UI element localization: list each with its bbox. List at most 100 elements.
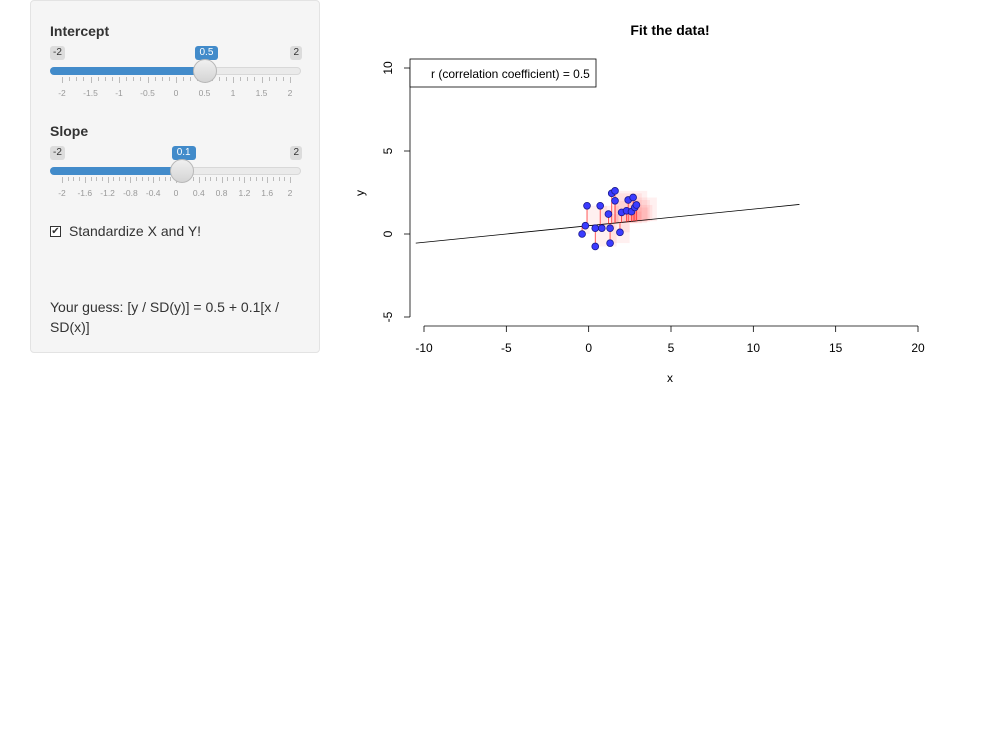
- y-tick-label: 5: [381, 147, 395, 154]
- intercept-tick: [225, 77, 227, 81]
- x-tick-label: -5: [501, 341, 512, 355]
- intercept-tick: [247, 77, 249, 81]
- intercept-tick: [240, 77, 242, 81]
- slope-tick: [233, 177, 234, 181]
- legend: r (correlation coefficient) = 0.5: [409, 58, 597, 88]
- slope-tick: [170, 177, 172, 181]
- slope-tick: [79, 177, 81, 181]
- intercept-tick: [133, 77, 135, 81]
- slope-tick: [164, 177, 166, 181]
- intercept-slider[interactable]: -2 2 0.5 -2 -1.5 -1 -0.5 0 0.5 1 1.5 2: [50, 46, 302, 138]
- slope-tick: [124, 177, 126, 181]
- slope-tick: [267, 177, 269, 183]
- intercept-tick: [119, 77, 120, 83]
- data-point: [591, 224, 600, 232]
- intercept-tick: [268, 77, 270, 81]
- residual-square: [582, 226, 590, 234]
- slope-tick: [250, 177, 252, 181]
- data-points: [578, 187, 641, 251]
- intercept-tick: [69, 77, 71, 81]
- sidebar-panel: Intercept -2 2 0.5 -2 -1.5 -1 -0.5 0 0.5 1 1.5 2…: [30, 0, 320, 353]
- slope-tick: [153, 177, 155, 183]
- residual-square: [636, 204, 653, 221]
- intercept-tick: [62, 77, 63, 83]
- intercept-tick-label: -0.5: [140, 88, 155, 98]
- slope-tick-label: -1.6: [77, 188, 93, 198]
- residual-square: [626, 210, 638, 222]
- intercept-tick: [97, 77, 99, 81]
- intercept-tick-label: -1: [115, 88, 123, 98]
- data-point: [591, 242, 600, 251]
- slope-tick-label: -0.4: [145, 188, 161, 198]
- slope-tick: [284, 177, 286, 181]
- slope-tick-label: -0.8: [123, 188, 138, 198]
- data-point: [606, 224, 614, 232]
- slope-handle[interactable]: [169, 159, 194, 183]
- axes: -10 -5 0 5 10 15 20 -5 0 5 10: [381, 61, 925, 355]
- x-tick-label: -10: [415, 341, 433, 355]
- slope-tick: [238, 177, 240, 181]
- intercept-tick: [161, 77, 163, 81]
- slope-value-badge: 0.1: [171, 146, 196, 160]
- slope-tick: [255, 177, 257, 181]
- data-point: [611, 187, 619, 195]
- slope-tick-label: 1.6: [261, 188, 274, 198]
- slope-tick-label: -1.2: [100, 188, 115, 198]
- intercept-value-badge: 0.5: [194, 46, 219, 60]
- intercept-tick-label: -2: [58, 88, 66, 98]
- slope-fill: [50, 167, 182, 175]
- intercept-tick: [76, 77, 78, 81]
- slope-tick: [272, 177, 274, 181]
- slope-tick: [221, 177, 223, 183]
- intercept-fill: [50, 67, 205, 75]
- slope-tick: [261, 177, 263, 181]
- slope-tick: [96, 177, 98, 181]
- slope-tick: [215, 177, 217, 181]
- slope-slider[interactable]: -2 2 0.1 -2 -1.6 -1.2 -0.8 -0.4 0 0.4 0.8 1.2 1.6…: [50, 146, 302, 238]
- data-point: [596, 201, 604, 210]
- slope-tick-label: 0.4: [192, 188, 205, 198]
- data-point: [629, 193, 637, 202]
- standardize-checkbox[interactable]: ✔: [50, 225, 61, 237]
- intercept-tick-label: 2: [287, 88, 293, 98]
- intercept-tick: [140, 77, 142, 81]
- slope-tick: [290, 177, 291, 183]
- intercept-tick: [176, 77, 177, 83]
- intercept-handle[interactable]: [192, 59, 217, 83]
- intercept-tick-label: 1: [230, 88, 236, 98]
- intercept-tick: [290, 77, 291, 83]
- data-point: [598, 224, 606, 232]
- intercept-tick: [183, 77, 185, 81]
- slope-tick: [101, 177, 103, 181]
- residual-squares: [582, 190, 657, 247]
- data-point: [581, 221, 590, 230]
- intercept-tick: [233, 77, 234, 83]
- intercept-max-badge: 2: [290, 46, 302, 60]
- intercept-tick: [261, 77, 263, 83]
- data-point: [578, 230, 586, 238]
- intercept-tick: [147, 77, 149, 83]
- y-tick-label: 0: [381, 230, 395, 237]
- slope-tick-label: 0: [173, 188, 179, 198]
- residual-square: [608, 214, 619, 224]
- data-point: [611, 197, 619, 205]
- slope-tick: [278, 177, 280, 181]
- slope-tick: [147, 177, 149, 181]
- intercept-tick-label: 0.5: [198, 88, 211, 98]
- intercept-tick: [111, 77, 113, 81]
- data-point: [632, 201, 641, 209]
- slope-tick: [119, 177, 120, 181]
- residual-square: [634, 207, 649, 222]
- x-tick-label: 10: [747, 341, 761, 355]
- guess-text: Your guess: [y / SD(y)] = 0.5 + 0.1[x / …: [50, 299, 280, 335]
- slope-tick: [67, 177, 69, 181]
- slope-label: Slope: [50, 123, 89, 139]
- intercept-tick: [126, 77, 128, 81]
- intercept-tick: [90, 77, 92, 83]
- slope-tick-label: 1.2: [238, 188, 251, 198]
- y-tick-label: 10: [381, 61, 395, 75]
- intercept-tick: [275, 77, 277, 81]
- slope-min-badge: -2: [50, 146, 65, 160]
- standardize-row[interactable]: ✔ Standardize X and Y!: [50, 223, 201, 239]
- residual-square: [587, 205, 608, 226]
